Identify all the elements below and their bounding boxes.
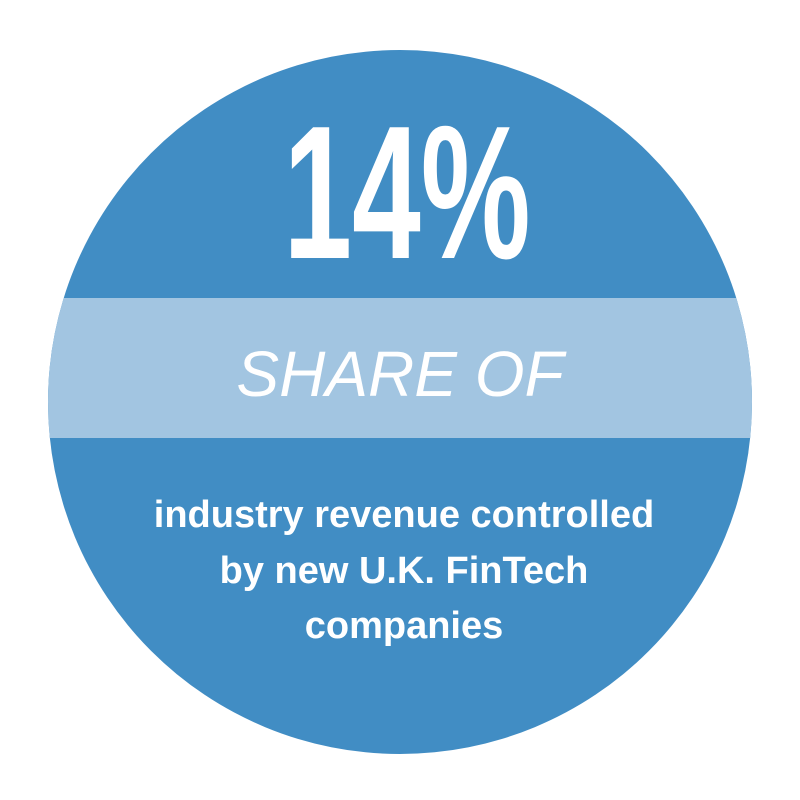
stat-value: 14%	[283, 86, 530, 298]
description-line: by new U.K. FinTech	[220, 550, 589, 592]
band	[48, 298, 752, 438]
description-line: industry revenue controlled	[154, 494, 654, 536]
band-label: SHARE OF	[236, 338, 567, 410]
description-line: companies	[305, 605, 504, 647]
